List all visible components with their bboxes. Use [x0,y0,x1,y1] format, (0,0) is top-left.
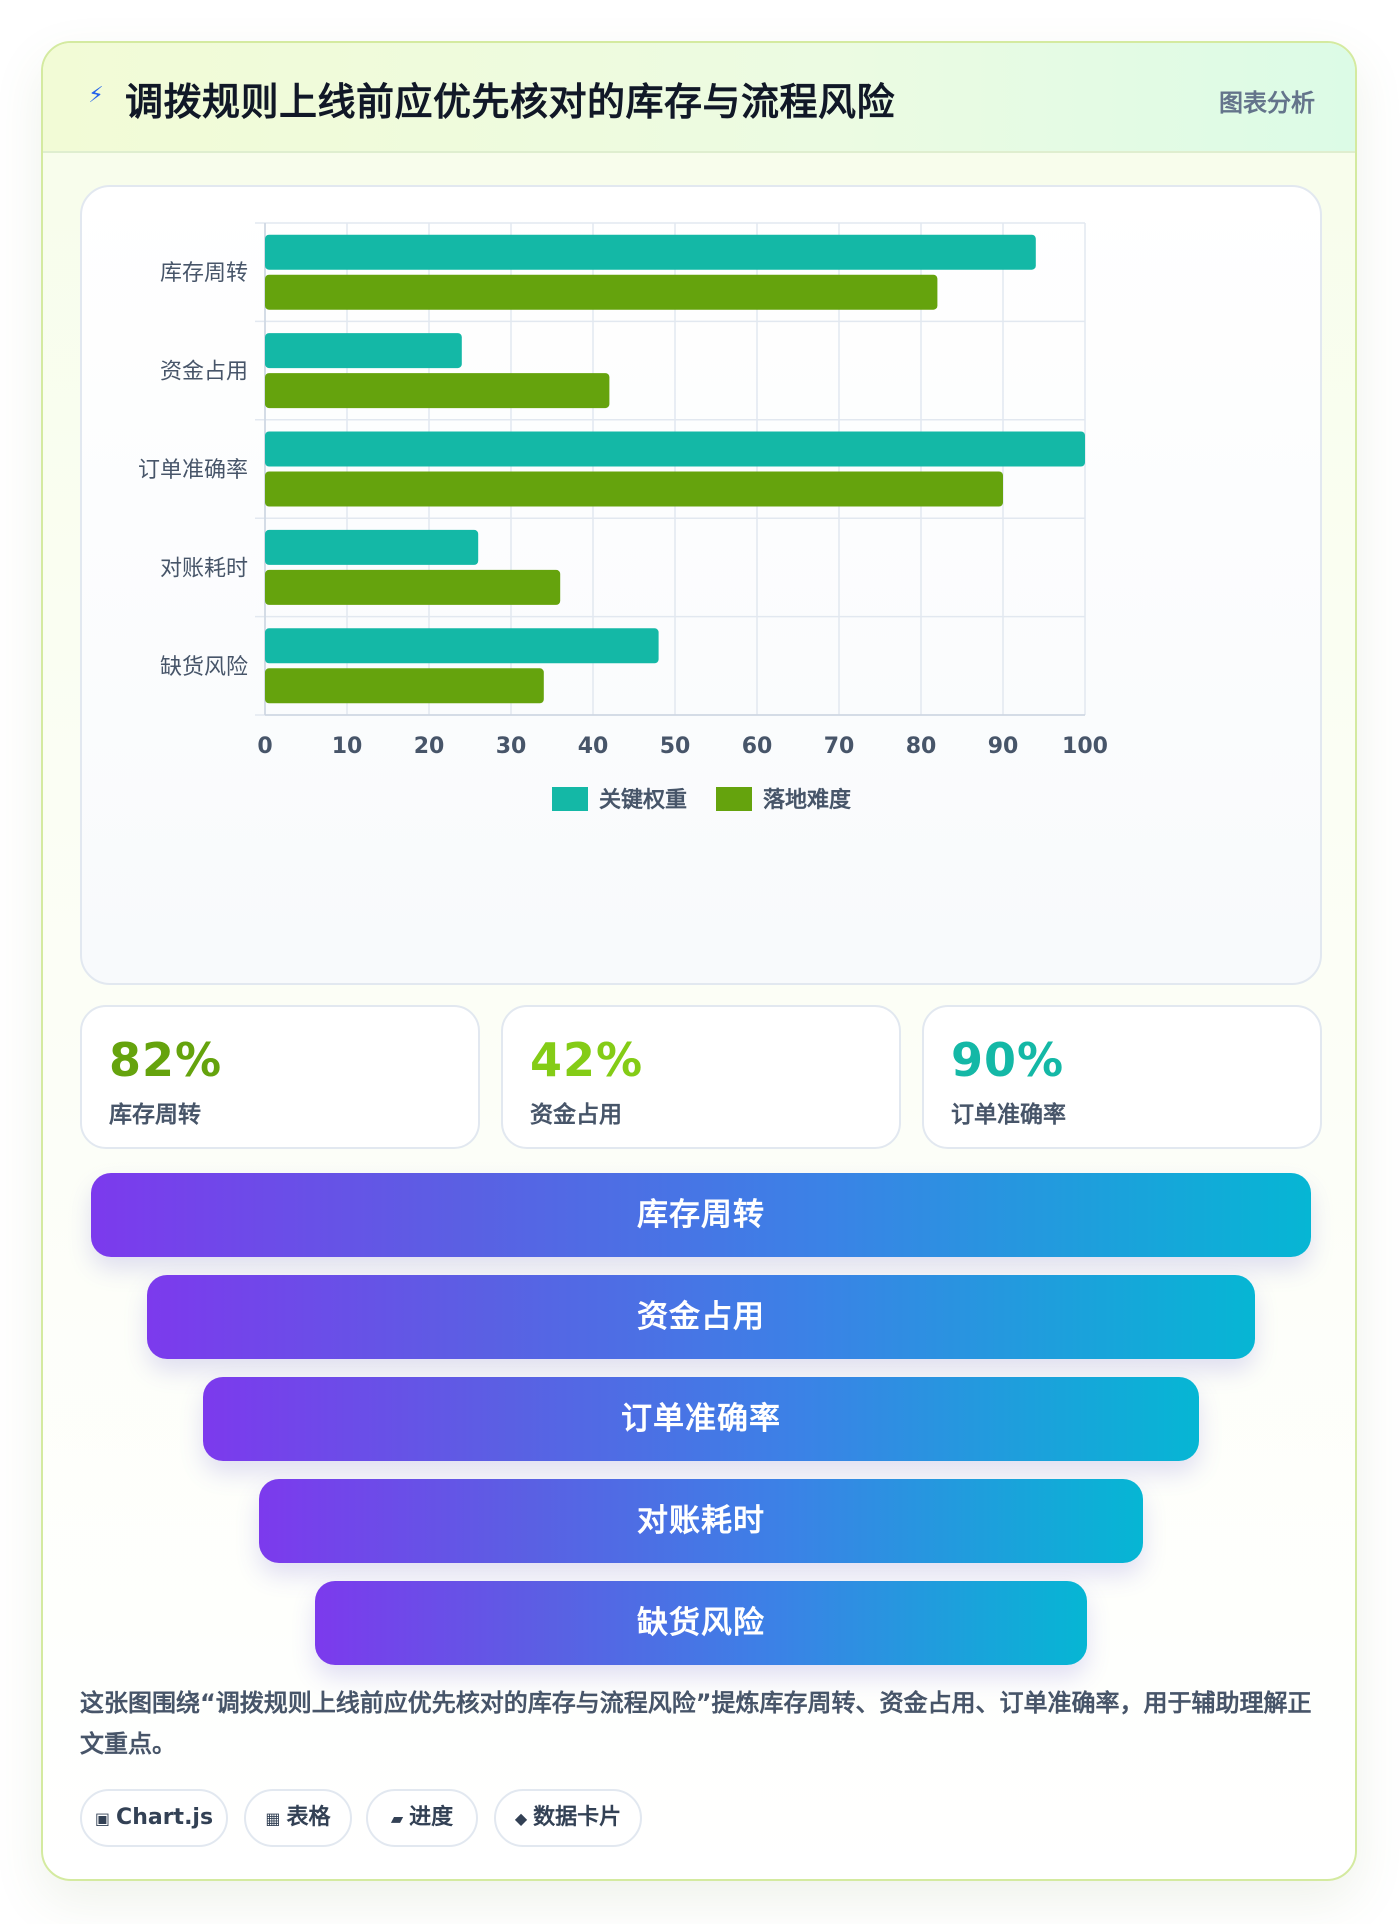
y-tick-label: 库存周转 [160,261,248,286]
page-title: 调拨规则上线前应优先核对的库存与流程风险 [125,80,896,124]
chip-progress[interactable]: ▰ 进度 [366,1789,478,1847]
kpi-card-3: 90% 订单准确率 [922,1005,1322,1149]
x-tick-label: 100 [1062,734,1108,759]
report-card: ⚡ 调拨规则上线前应优先核对的库存与流程风险 图表分析 库存周转 资金占用 订单准确… [41,41,1357,1881]
funnel-step-5: 缺货风险 [315,1581,1087,1665]
chip-label: 表格 [286,1805,331,1830]
funnel-step-3: 订单准确率 [203,1377,1199,1461]
legend-swatch [716,787,752,811]
table-icon: ▦ [265,1809,281,1828]
funnel-step-1: 库存周转 [91,1173,1311,1257]
bar-weight [265,431,1085,467]
funnel-step-4: 对账耗时 [259,1479,1143,1563]
chip-chartjs[interactable]: ▣ Chart.js [80,1789,228,1847]
bar-weight [265,234,1036,270]
x-tick-label: 40 [578,734,609,759]
chip-label: 数据卡片 [533,1805,622,1830]
x-tick-label: 50 [660,734,691,759]
x-tick-label: 90 [988,734,1019,759]
y-tick-label: 缺货风险 [160,655,248,680]
legend-label: 关键权重 [599,787,687,813]
chip-label: Chart.js [116,1805,214,1830]
chip-data-card[interactable]: ◆ 数据卡片 [494,1789,642,1847]
kpi-value: 42% [530,1033,644,1087]
x-tick-label: 20 [414,734,445,759]
x-tick-label: 80 [906,734,937,759]
bar-difficulty [265,569,561,605]
x-tick-label: 70 [824,734,855,759]
kpi-label: 资金占用 [530,1102,622,1128]
chart-analysis-tag: 图表分析 [1219,89,1315,117]
kpi-label: 库存周转 [109,1102,201,1128]
x-tick-label: 10 [332,734,363,759]
lightning-icon: ⚡ [88,83,104,108]
bar-weight [265,628,659,664]
kpi-card-2: 42% 资金占用 [501,1005,901,1149]
kpi-label: 订单准确率 [951,1102,1066,1128]
legend-swatch [552,787,588,811]
kpi-value: 82% [109,1033,223,1087]
chart-panel: 库存周转资金占用订单准确率对账耗时缺货风险 0 10 20 30 40 50 60 70 80 90… [80,185,1322,985]
x-tick-label: 60 [742,734,773,759]
summary-text: 这张图围绕“调拨规则上线前应优先核对的库存与流程风险”提炼库存周转、资金占用、订… [80,1689,1312,1758]
y-tick-label: 对账耗时 [160,556,248,581]
chip-table[interactable]: ▦ 表格 [244,1789,352,1847]
funnel-step-2: 资金占用 [147,1275,1255,1359]
bar-difficulty [265,471,1003,507]
diamond-icon: ◆ [514,1809,528,1828]
y-tick-label: 订单准确率 [138,458,248,483]
x-tick-label: 0 [257,734,272,759]
bar-difficulty [265,668,544,704]
legend-label: 落地难度 [763,787,852,813]
x-tick-label: 30 [496,734,527,759]
bar-difficulty [265,274,938,310]
chart-icon: ▣ [94,1809,111,1828]
bar-weight [265,333,462,369]
kpi-value: 90% [951,1033,1065,1087]
card-header: ⚡ 调拨规则上线前应优先核对的库存与流程风险 图表分析 [43,43,1355,153]
chip-label: 进度 [409,1805,454,1830]
bar-weight [265,529,479,565]
kpi-card-1: 82% 库存周转 [80,1005,480,1149]
y-tick-label: 资金占用 [160,360,248,385]
bar-difficulty [265,373,610,409]
progress-icon: ▰ [390,1809,404,1828]
